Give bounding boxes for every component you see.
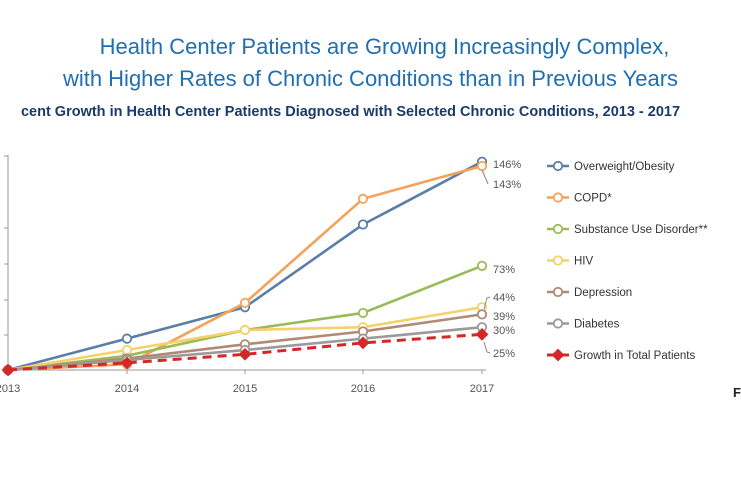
legend-label-6: Growth in Total Patients (574, 350, 695, 362)
end-label-0: 146% (493, 159, 521, 171)
end-label-3: 44% (493, 292, 515, 304)
series-point-6-3 (356, 336, 370, 350)
x-tick-label-2014: 2014 (115, 383, 139, 395)
series-point-0-3 (357, 219, 369, 230)
cropped-edge-text: F (733, 385, 741, 400)
legend-marker-5 (552, 318, 564, 329)
x-tick-label-2017: 2017 (470, 383, 494, 395)
end-label-leader-1 (481, 169, 489, 185)
legend-label-1: COPD* (574, 193, 612, 205)
series-point-3-2 (239, 324, 251, 336)
legend-marker-6 (551, 348, 565, 362)
end-label-leader-6 (483, 341, 491, 354)
series-point-6-2 (238, 347, 252, 361)
legend-marker-4 (552, 286, 564, 298)
end-label-1: 143% (493, 179, 521, 191)
end-label-2: 73% (493, 264, 515, 276)
x-tick-label-2013: 2013 (0, 383, 20, 395)
legend-marker-1 (552, 192, 564, 203)
x-tick-label-2016: 2016 (351, 383, 375, 395)
series-point-6-4 (475, 327, 489, 341)
legend-marker-3 (552, 255, 564, 266)
series-point-3-1 (121, 344, 133, 356)
end-label-5: 30% (493, 325, 515, 337)
chart-title-line-2: with Higher Rates of Chronic Conditions … (62, 66, 679, 91)
series-point-1-3 (357, 193, 369, 204)
legend-label-4: Depression (574, 287, 632, 299)
legend-marker-2 (552, 223, 564, 235)
legend-label-5: Diabetes (574, 319, 620, 331)
legend-label-2: Substance Use Disorder** (574, 224, 708, 236)
legend-label-3: HIV (574, 256, 594, 268)
series-point-1-4 (476, 160, 488, 172)
series-point-6-0 (1, 363, 15, 377)
series-line-6 (7, 332, 483, 372)
end-label-6: 25% (493, 348, 515, 360)
chart-subtitle: cent Growth in Health Center Patients Di… (20, 104, 681, 120)
legend-marker-0 (552, 160, 564, 172)
series-point-6-1 (120, 356, 134, 370)
series-line-0 (7, 160, 483, 372)
series-point-1-2 (239, 297, 251, 309)
series-point-4-4 (476, 309, 488, 320)
series-point-2-4 (476, 260, 488, 271)
chart-title-line-1: Health Center Patients are Growing Incre… (99, 34, 670, 59)
end-label-leader-3 (483, 296, 491, 310)
x-tick-label-2015: 2015 (233, 383, 257, 395)
series-point-0-1 (121, 333, 133, 344)
legend-label-0: Overweight/Obesity (574, 161, 675, 173)
series-point-2-3 (357, 307, 369, 319)
end-label-4: 39% (493, 311, 515, 323)
